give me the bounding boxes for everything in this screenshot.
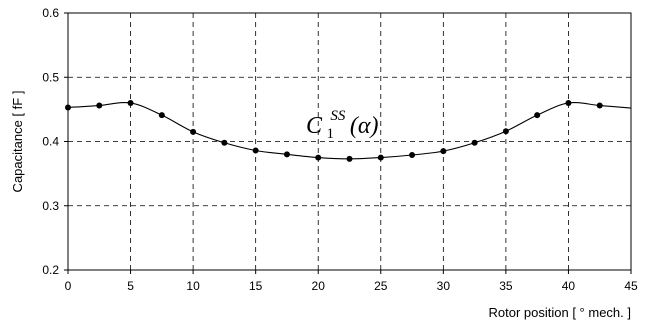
data-point xyxy=(96,102,103,109)
x-tick-label: 30 xyxy=(437,279,451,293)
x-tick-label: 40 xyxy=(562,279,576,293)
y-tick-label: 0.6 xyxy=(42,6,59,20)
data-point xyxy=(565,99,572,106)
x-tick-label: 0 xyxy=(65,279,72,293)
x-axis-label: Rotor position [ ° mech. ] xyxy=(489,305,631,320)
data-point xyxy=(190,128,197,135)
data-point xyxy=(377,154,384,161)
x-tick-label: 5 xyxy=(127,279,134,293)
data-point xyxy=(252,147,259,154)
data-point xyxy=(158,112,165,119)
x-tick-label: 10 xyxy=(186,279,200,293)
data-point xyxy=(471,139,478,146)
data-point xyxy=(440,148,447,155)
annotation-base: C xyxy=(306,113,323,139)
tick-labels: 0 5 10 15 20 25 30 35 40 45 0.2 0.3 0.4 0.5 0.6 xyxy=(42,6,638,293)
y-axis-label: Capacitance [ fF ] xyxy=(10,91,25,193)
data-point xyxy=(596,102,603,109)
data-point xyxy=(221,139,228,146)
data-point xyxy=(127,99,134,106)
series-annotation: C 1 SS (α) xyxy=(306,107,378,142)
y-tick-label: 0.4 xyxy=(42,135,59,149)
annotation-superscript: SS xyxy=(330,108,346,124)
y-tick-label: 0.5 xyxy=(42,70,59,84)
data-point xyxy=(346,155,353,162)
data-point xyxy=(283,151,290,158)
data-point xyxy=(502,128,509,135)
x-tick-label: 25 xyxy=(374,279,388,293)
grid xyxy=(68,13,631,270)
annotation-subscript: 1 xyxy=(326,126,334,142)
data-point xyxy=(315,154,322,161)
data-point xyxy=(534,112,541,119)
x-tick-label: 45 xyxy=(624,279,638,293)
x-tick-label: 15 xyxy=(249,279,263,293)
x-tick-label: 35 xyxy=(499,279,513,293)
series-layer xyxy=(65,99,632,162)
annotation-argument: (α) xyxy=(350,113,379,139)
data-point xyxy=(409,151,416,158)
y-tick-label: 0.2 xyxy=(42,263,59,277)
y-tick-label: 0.3 xyxy=(42,199,59,213)
data-point xyxy=(65,104,71,111)
x-tick-label: 20 xyxy=(312,279,326,293)
